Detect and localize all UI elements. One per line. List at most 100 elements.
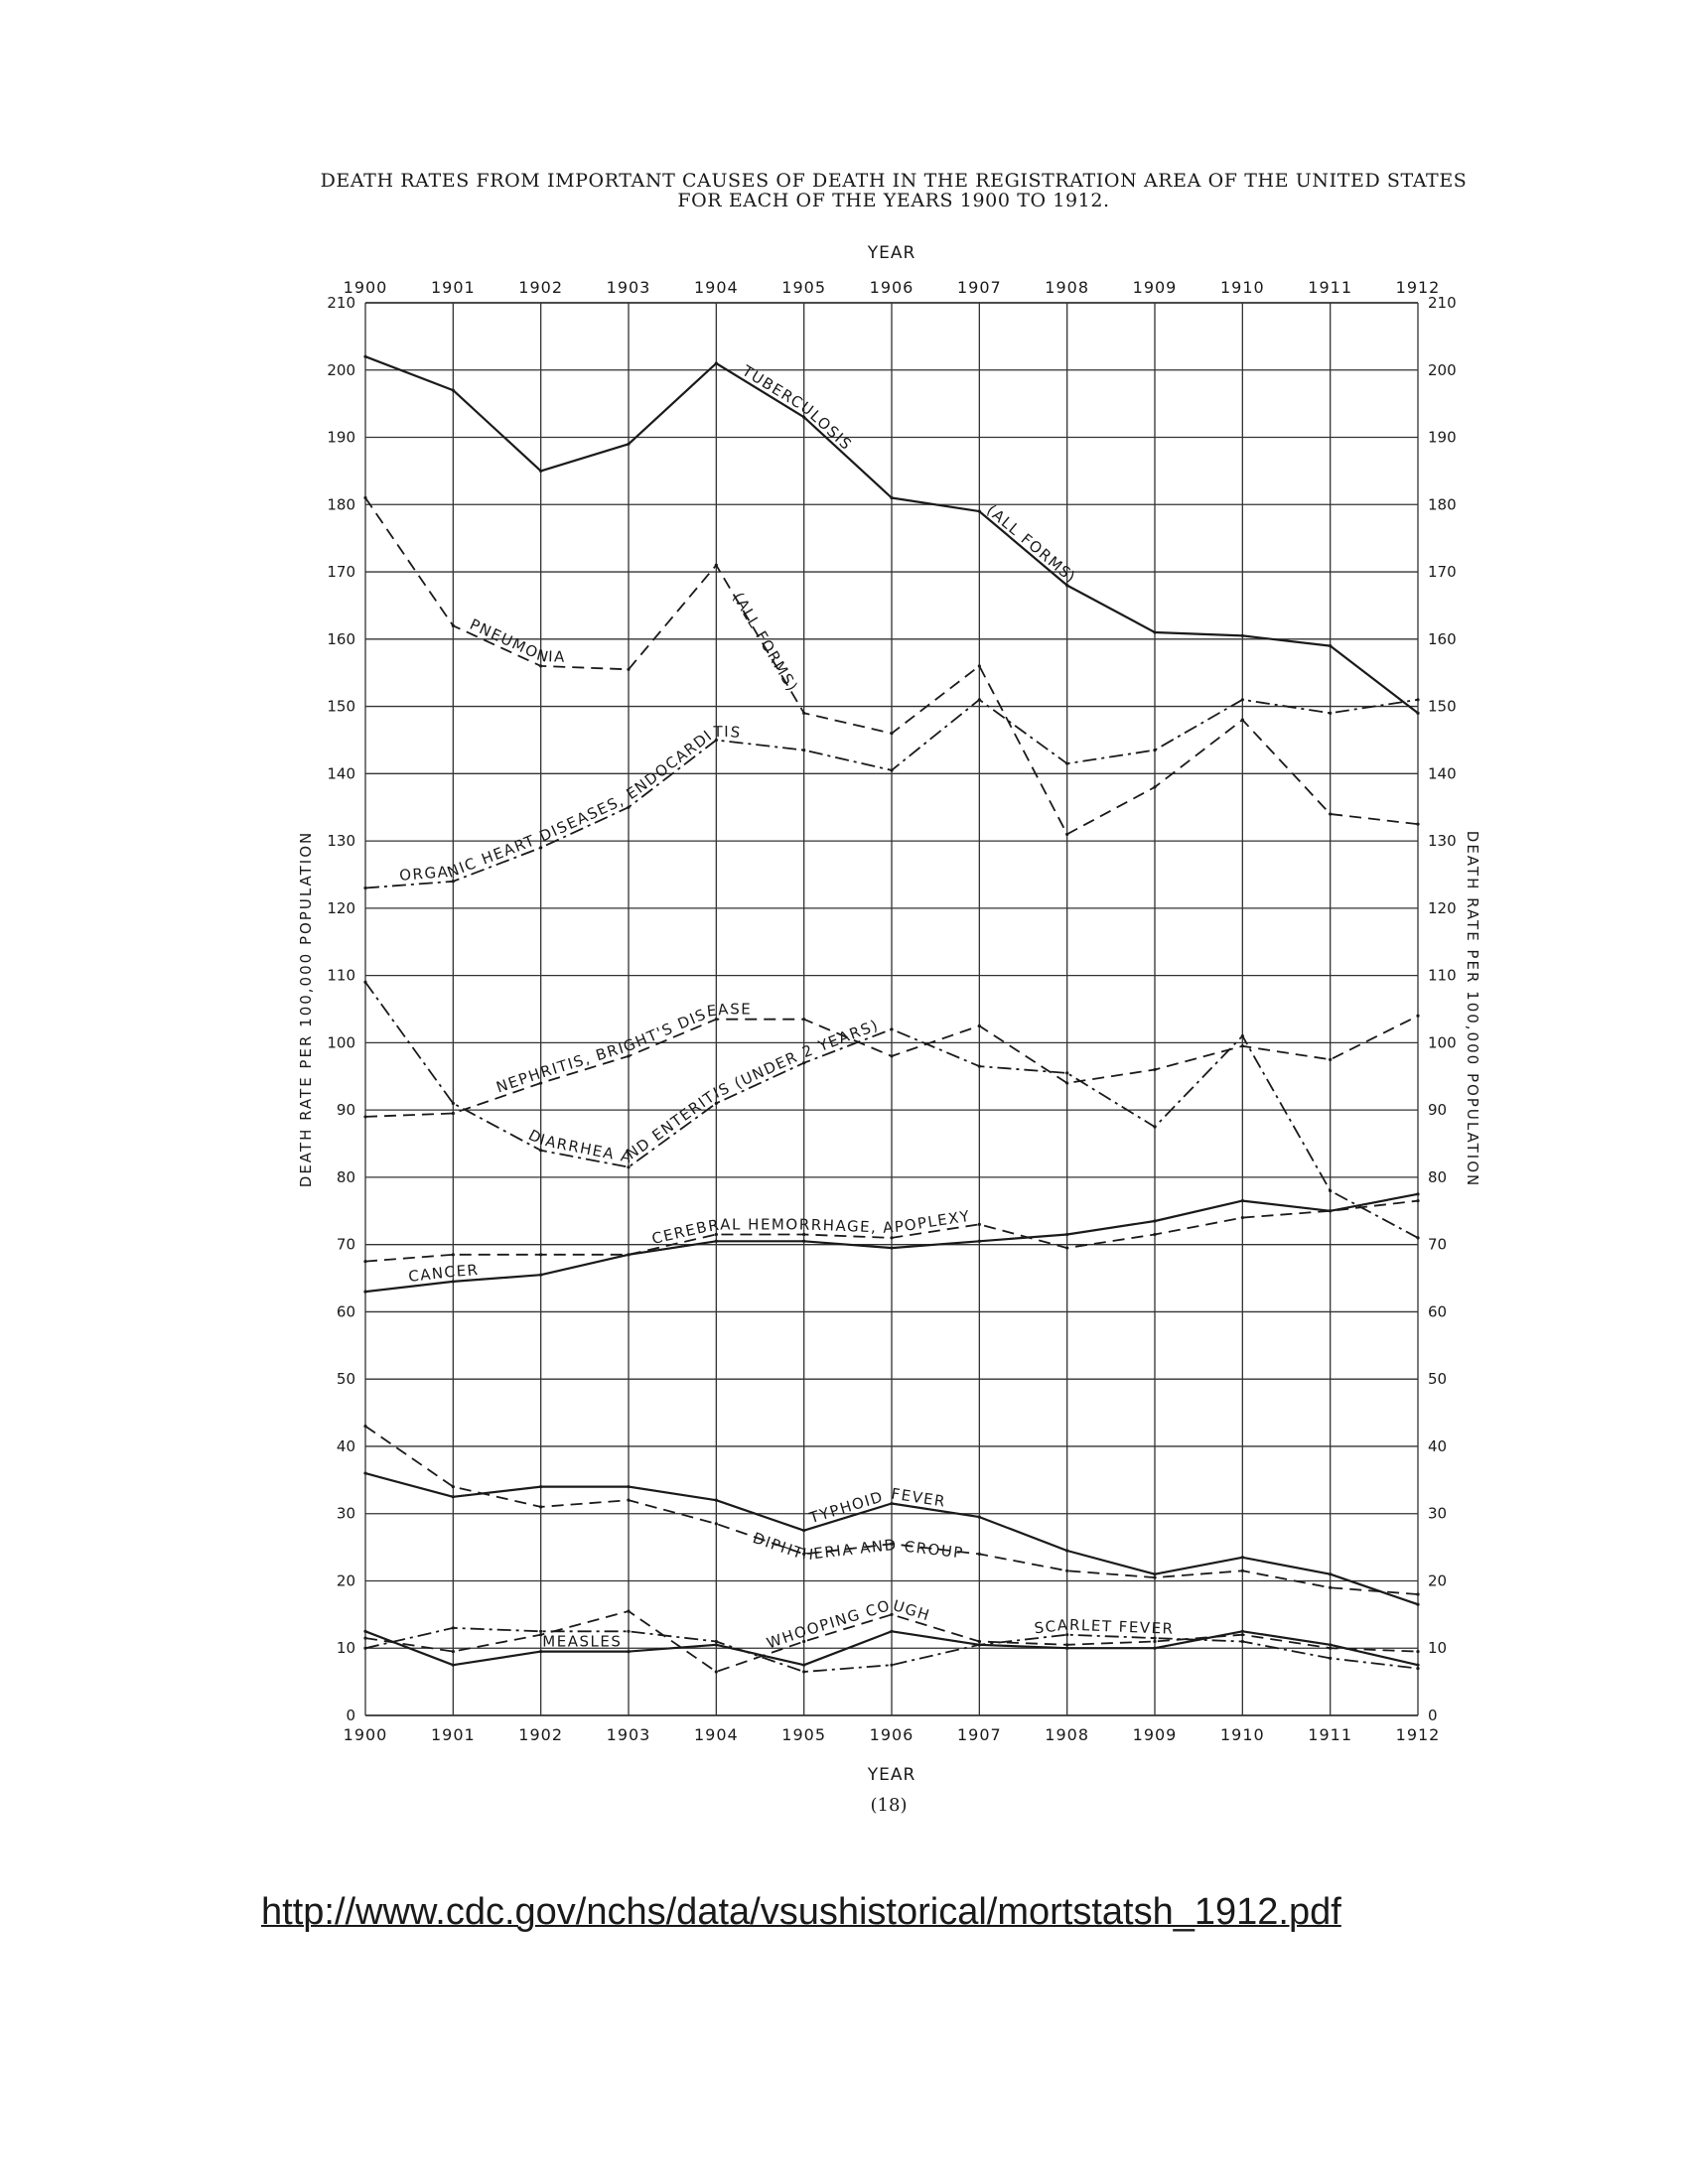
y-tick-label-right: 190 xyxy=(1428,429,1457,447)
series-label: DIARRHEA AND ENTERITIS (UNDER 2 YEARS) xyxy=(525,1016,882,1166)
y-tick-label-right: 0 xyxy=(1428,1706,1438,1724)
y-tick-label-left: 10 xyxy=(337,1639,355,1657)
x-tick-label-bottom: 1906 xyxy=(870,1725,914,1744)
series-point-2 xyxy=(802,749,806,752)
y-tick-label-right: 200 xyxy=(1428,361,1457,379)
y-tick-label-right: 40 xyxy=(1428,1437,1447,1455)
series-point-10 xyxy=(714,1639,718,1644)
series-point-8 xyxy=(802,1552,806,1556)
series-point-6 xyxy=(627,1253,631,1257)
series-point-1 xyxy=(802,711,806,715)
series-point-10 xyxy=(451,1626,455,1630)
series-point-2 xyxy=(1065,761,1069,765)
series-label: PNEUMONIA xyxy=(467,615,566,666)
series-point-5 xyxy=(1065,1246,1069,1250)
series-point-6 xyxy=(977,1239,981,1243)
series-point-0 xyxy=(1065,584,1069,588)
y-tick-label-left: 180 xyxy=(327,495,355,513)
y-tick-label-left: 160 xyxy=(327,630,355,648)
series-point-7 xyxy=(977,1515,981,1519)
series-point-1 xyxy=(1065,832,1069,836)
series-point-0 xyxy=(1416,711,1420,715)
series-point-4 xyxy=(714,1101,718,1105)
series-point-9 xyxy=(1153,1639,1157,1644)
source-url-link[interactable]: http://www.cdc.gov/nchs/data/vsushistori… xyxy=(261,1891,1341,1933)
series-point-11 xyxy=(714,1643,718,1647)
series-point-11 xyxy=(627,1650,631,1654)
series-point-6 xyxy=(1153,1219,1157,1223)
series-point-5 xyxy=(977,1222,981,1226)
y-tick-label-right: 160 xyxy=(1428,630,1457,648)
series-point-8 xyxy=(539,1505,543,1509)
y-tick-label-left: 0 xyxy=(346,1706,355,1724)
series-point-8 xyxy=(1065,1569,1069,1572)
series-point-4 xyxy=(890,1027,894,1031)
series-point-9 xyxy=(539,1633,543,1637)
series-label: MEASLES xyxy=(542,1633,622,1651)
series-point-7 xyxy=(1329,1572,1333,1576)
series-point-5 xyxy=(539,1253,543,1257)
series-point-8 xyxy=(451,1485,455,1489)
series-point-0 xyxy=(1329,643,1333,648)
series-point-4 xyxy=(802,1061,806,1065)
series-point-0 xyxy=(890,495,894,500)
series-point-1 xyxy=(363,495,367,500)
y-axis-title-right: DEATH RATE PER 100,000 POPULATION xyxy=(1464,831,1481,1187)
series-label: DIPHTHERIA AND CROUP xyxy=(751,1529,965,1564)
y-tick-label-left: 20 xyxy=(337,1571,355,1589)
series-point-0 xyxy=(539,469,543,474)
y-tick-label-left: 190 xyxy=(327,429,355,447)
x-tick-label-top: 1901 xyxy=(431,278,476,297)
y-tick-label-left: 30 xyxy=(337,1505,355,1523)
series-point-2 xyxy=(1153,749,1157,752)
series-point-11 xyxy=(1240,1629,1244,1633)
death-rates-line-chart: 0 0 10 10 20 20 30 30 40 40 50 50 60 60 70 70 80 80 90 90 10… xyxy=(297,243,1481,1785)
y-tick-label-left: 170 xyxy=(327,563,355,581)
series-label: WHOOPING COUGH xyxy=(765,1596,932,1652)
x-tick-label-top: 1908 xyxy=(1045,278,1089,297)
series-point-7 xyxy=(1065,1549,1069,1553)
series-point-2 xyxy=(1416,698,1420,702)
y-tick-label-left: 50 xyxy=(337,1370,355,1388)
x-tick-label-bottom: 1904 xyxy=(694,1725,739,1744)
series-point-8 xyxy=(714,1522,718,1526)
series-label-text: NEPHRITIS, BRIGHT'S DISEASE xyxy=(493,1000,750,1096)
series-point-1 xyxy=(1416,822,1420,826)
series-point-1 xyxy=(977,664,981,668)
series-point-8 xyxy=(1329,1585,1333,1589)
series-point-2 xyxy=(977,698,981,702)
chart-axes: 0 0 10 10 20 20 30 30 40 40 50 50 60 60 70 70 80 80 90 90 10… xyxy=(297,243,1481,1785)
series-point-2 xyxy=(714,738,718,743)
series-point-0 xyxy=(1153,630,1157,634)
series-point-6 xyxy=(802,1239,806,1243)
x-tick-label-bottom: 1902 xyxy=(518,1725,563,1744)
series-point-8 xyxy=(1153,1575,1157,1579)
series-point-11 xyxy=(1416,1663,1420,1667)
series-point-9 xyxy=(714,1670,718,1674)
y-tick-label-left: 200 xyxy=(327,361,355,379)
series-point-7 xyxy=(802,1529,806,1533)
chart-series xyxy=(363,354,1420,1674)
x-tick-label-top: 1909 xyxy=(1133,278,1178,297)
series-point-2 xyxy=(451,880,455,884)
series-point-4 xyxy=(627,1165,631,1169)
series-point-5 xyxy=(1416,1199,1420,1203)
x-tick-label-top: 1904 xyxy=(694,278,739,297)
series-point-10 xyxy=(802,1670,806,1674)
y-tick-label-left: 60 xyxy=(337,1302,355,1320)
series-point-11 xyxy=(1153,1646,1157,1650)
series-label: TYPHOID FEVER xyxy=(806,1485,947,1528)
chart-grid xyxy=(364,302,1419,1716)
y-tick-label-right: 10 xyxy=(1428,1639,1447,1657)
series-point-11 xyxy=(451,1663,455,1667)
series-point-6 xyxy=(1416,1192,1420,1196)
series-point-4 xyxy=(1153,1125,1157,1129)
y-tick-label-right: 180 xyxy=(1428,495,1457,513)
y-tick-label-left: 120 xyxy=(327,899,355,917)
chart-title: DEATH RATES FROM IMPORTANT CAUSES OF DEA… xyxy=(199,171,1589,210)
series-point-4 xyxy=(539,1149,543,1153)
series-point-5 xyxy=(363,1260,367,1264)
series-point-6 xyxy=(1240,1199,1244,1203)
series-point-3 xyxy=(890,1054,894,1058)
